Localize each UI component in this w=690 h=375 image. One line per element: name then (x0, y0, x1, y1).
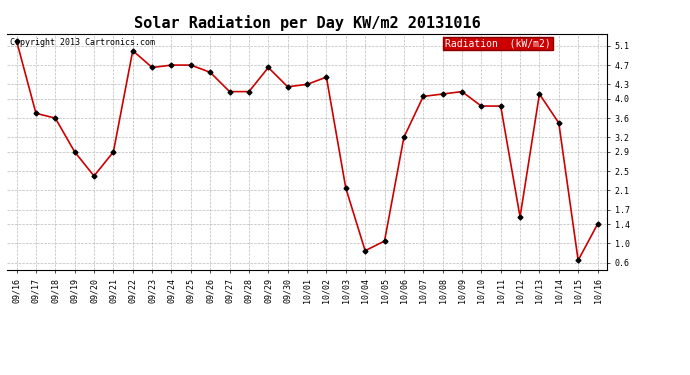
Title: Solar Radiation per Day KW/m2 20131016: Solar Radiation per Day KW/m2 20131016 (134, 15, 480, 31)
Text: Radiation  (kW/m2): Radiation (kW/m2) (445, 39, 551, 48)
Text: Copyright 2013 Cartronics.com: Copyright 2013 Cartronics.com (10, 39, 155, 48)
